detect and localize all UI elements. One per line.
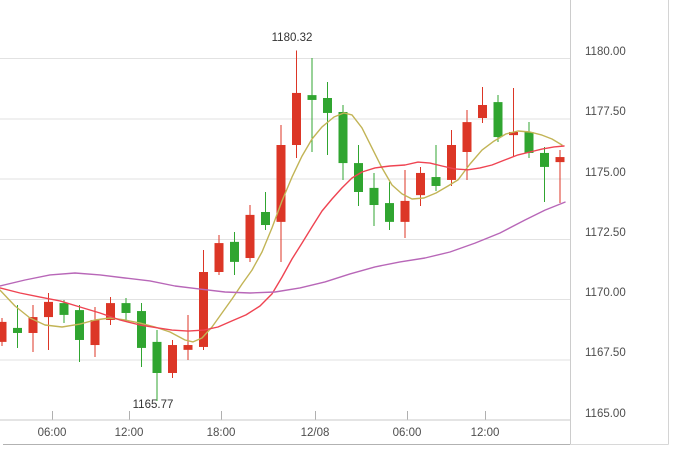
time-axis-label: 12:00 [470,427,500,439]
candle-body [524,131,534,153]
candle-body [276,145,286,222]
candle-body [323,98,332,113]
candle-body [137,311,146,348]
time-axis-label: 12:00 [114,427,144,439]
candle-body [369,187,379,206]
candle-body [416,172,425,196]
candle-body [168,345,177,373]
candle-body [462,122,472,152]
candle-body [0,321,7,342]
candle-body [292,92,301,146]
price-axis-label: 1177.50 [585,106,626,119]
time-axis-label: 12/08 [300,427,330,439]
candle-body [152,341,162,373]
candle-body [354,163,363,192]
candle-body [44,301,53,318]
ma-mid-line [0,145,565,332]
price-axis-label: 1180.00 [585,46,626,58]
price-axis-label: 1167.50 [585,347,626,360]
candle-body [121,303,131,313]
price-axis-label: 1170.00 [585,287,626,299]
candle-body [28,317,38,333]
candle-body [199,272,208,347]
candle-body [214,243,224,273]
price-axis-label: 1172.50 [585,226,626,239]
ma-fast-line [0,112,563,343]
candle-body [13,327,22,333]
candle-body [90,319,100,346]
candle-body [183,345,193,350]
low-price-label: 1165.77 [132,399,174,411]
candle-body [400,200,410,222]
candle-body [245,214,255,259]
candle-body [307,95,317,100]
candle-body [509,131,518,136]
candle-body [431,177,441,186]
candle-body [230,241,239,262]
candle-body [385,203,394,222]
candle-body [555,157,565,163]
price-axis-label: 1175.00 [585,166,626,179]
candle-body [106,303,115,320]
candle-body [447,145,456,180]
time-axis-label: 18:00 [206,427,236,439]
time-axis-label: 06:00 [392,427,422,439]
ma-slow-line [0,201,566,294]
high-price-label: 1180.32 [271,32,313,44]
candle-body [261,211,270,226]
candle-body [540,152,549,167]
candle-body [59,303,69,315]
candle-body [338,111,348,164]
candle-body [493,102,503,138]
price-axis-label: 1165.00 [585,407,626,420]
candle-body [75,310,84,340]
candle-body [478,104,487,119]
time-axis-label: 06:00 [37,427,67,439]
